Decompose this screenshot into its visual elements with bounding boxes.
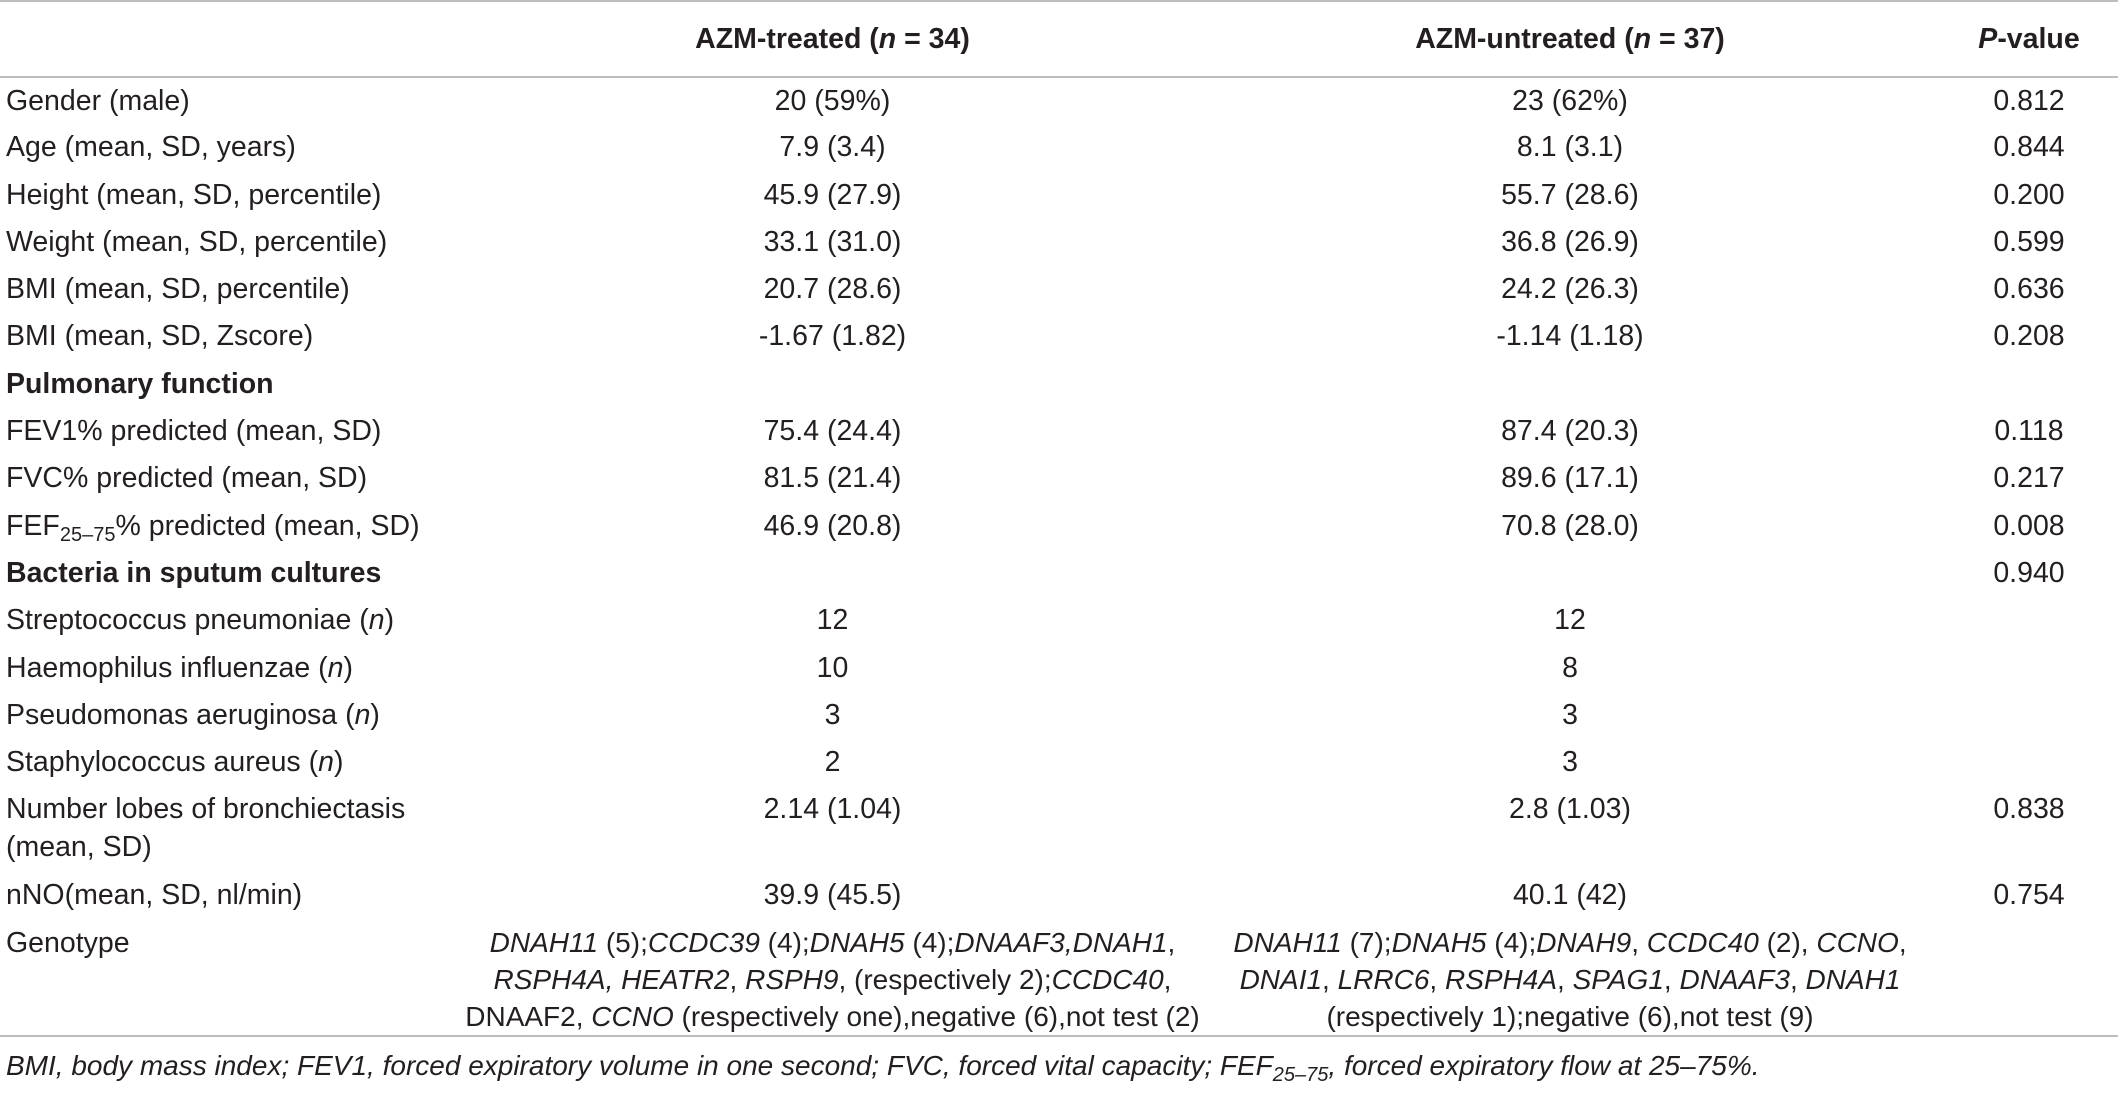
- footnote-row: BMI, body mass index; FEV1, forced expir…: [0, 1034, 2118, 1093]
- untreated-value: 23 (62%): [1512, 85, 1628, 117]
- p-value: 0.754: [1993, 879, 2065, 912]
- untreated-value: 36.8 (26.9): [1501, 225, 1639, 258]
- table-row: Gender (male) 20 (59%) 23 (62%) 0.812: [0, 77, 2118, 124]
- row-label: Age (mean, SD, years): [6, 131, 296, 164]
- treated-value: 45.9 (27.9): [763, 178, 902, 211]
- p-value: 0.217: [1993, 462, 2065, 495]
- treated-value: 20 (59%): [774, 85, 891, 117]
- table-container: AZM-treated (n = 34) AZM-untreated (n = …: [0, 1, 2118, 1093]
- table-row: Staphylococcus aureus (n) 2 3: [0, 739, 2118, 786]
- table-row: FVC% predicted (mean, SD) 81.5 (21.4) 89…: [0, 455, 2118, 502]
- treated-value: 2: [824, 746, 841, 779]
- empty-cell: [1940, 920, 2118, 1036]
- treated-value: 33.1 (31.0): [763, 225, 902, 258]
- treated-value: 39.9 (45.5): [763, 879, 902, 912]
- header-p-value: P-value: [1978, 23, 2080, 55]
- treated-value: 81.5 (21.4): [763, 462, 902, 495]
- p-value: 0.118: [1994, 415, 2064, 448]
- treated-value: 20.7 (28.6): [763, 273, 902, 306]
- untreated-value: 40.1 (42): [1512, 879, 1628, 912]
- table-row: Age (mean, SD, years) 7.9 (3.4) 8.1 (3.1…: [0, 124, 2118, 171]
- untreated-value: 89.6 (17.1): [1501, 462, 1639, 495]
- untreated-value: 24.2 (26.3): [1501, 273, 1639, 306]
- empty-cell: [1940, 597, 2118, 644]
- untreated-value: 12: [1554, 604, 1586, 637]
- p-value: 0.200: [1993, 178, 2065, 211]
- table-footnote: BMI, body mass index; FEV1, forced expir…: [0, 1034, 2118, 1093]
- table-row: FEF25–75% predicted (mean, SD) 46.9 (20.…: [0, 503, 2118, 550]
- table-row: Streptococcus pneumoniae (n) 12 12: [0, 597, 2118, 644]
- row-label: Number lobes of bronchiectasis (mean, SD): [6, 793, 406, 864]
- table-row: BMI (mean, SD, Zscore) -1.67 (1.82) -1.1…: [0, 313, 2118, 360]
- empty-cell: [1940, 361, 2118, 408]
- section-heading: Pulmonary function: [6, 367, 274, 400]
- treated-value: -1.67 (1.82): [758, 320, 907, 353]
- table-row: BMI (mean, SD, percentile) 20.7 (28.6) 2…: [0, 266, 2118, 313]
- row-label: BMI (mean, SD, percentile): [6, 273, 350, 306]
- table-row: Height (mean, SD, percentile) 45.9 (27.9…: [0, 172, 2118, 219]
- empty-cell: [1200, 550, 1940, 597]
- section-row-bacteria: Bacteria in sputum cultures 0.940: [0, 550, 2118, 597]
- untreated-genotype: DNAH11 (7);DNAH5 (4);DNAH9, CCDC40 (2), …: [1233, 926, 1907, 1032]
- treated-value: 7.9 (3.4): [779, 131, 886, 164]
- p-value: 0.636: [1993, 273, 2065, 306]
- p-value: 0.838: [1993, 793, 2065, 826]
- table-header-row: AZM-treated (n = 34) AZM-untreated (n = …: [0, 1, 2118, 77]
- untreated-value: 2.8 (1.03): [1509, 793, 1631, 826]
- p-value: 0.940: [1993, 556, 2065, 589]
- row-label: Haemophilus influenzae (n): [6, 651, 353, 684]
- empty-cell: [465, 550, 1200, 597]
- empty-cell: [1940, 739, 2118, 786]
- row-label: FEV1% predicted (mean, SD): [6, 415, 382, 448]
- untreated-value: 70.8 (28.0): [1501, 509, 1639, 542]
- p-value: 0.208: [1993, 320, 2065, 353]
- p-value: 0.812: [1993, 85, 2065, 117]
- table-row-genotype: Genotype DNAH11 (5);CCDC39 (4);DNAH5 (4)…: [0, 920, 2118, 1036]
- treated-value: 12: [816, 604, 849, 637]
- row-label: Weight (mean, SD, percentile): [6, 225, 388, 258]
- section-heading: Bacteria in sputum cultures: [6, 556, 382, 589]
- untreated-value: 3: [1562, 746, 1578, 779]
- row-label: Height (mean, SD, percentile): [6, 178, 382, 211]
- untreated-value: 55.7 (28.6): [1501, 178, 1639, 211]
- table-row: Pseudomonas aeruginosa (n) 3 3: [0, 692, 2118, 739]
- p-value: 0.599: [1993, 225, 2065, 258]
- row-label: FEF25–75% predicted (mean, SD): [6, 509, 420, 546]
- empty-cell: [1200, 361, 1940, 408]
- treated-value: 46.9 (20.8): [763, 509, 902, 542]
- section-row-pulmonary: Pulmonary function: [0, 361, 2118, 408]
- untreated-value: 3: [1562, 698, 1578, 731]
- treated-value: 2.14 (1.04): [763, 793, 902, 826]
- row-label: FVC% predicted (mean, SD): [6, 462, 368, 495]
- table-row: Weight (mean, SD, percentile) 33.1 (31.0…: [0, 219, 2118, 266]
- untreated-value: 8: [1562, 651, 1578, 684]
- characteristics-table: AZM-treated (n = 34) AZM-untreated (n = …: [0, 1, 2118, 1093]
- row-label: Staphylococcus aureus (n): [6, 746, 344, 779]
- row-label: Genotype: [6, 926, 130, 959]
- treated-genotype: DNAH11 (5);CCDC39 (4);DNAH5 (4);DNAAF3,D…: [465, 926, 1200, 1032]
- treated-value: 3: [824, 698, 841, 731]
- table-row: Number lobes of bronchiectasis (mean, SD)…: [0, 786, 2118, 872]
- row-label: Pseudomonas aeruginosa (n): [6, 698, 380, 731]
- treated-value: 75.4 (24.4): [763, 415, 902, 448]
- empty-cell: [465, 361, 1200, 408]
- p-value: 0.844: [1993, 131, 2065, 164]
- header-empty-cell: [0, 1, 465, 77]
- p-value: 0.008: [1993, 509, 2065, 542]
- empty-cell: [1940, 692, 2118, 739]
- row-label: Streptococcus pneumoniae (n): [6, 604, 395, 637]
- untreated-value: -1.14 (1.18): [1496, 320, 1644, 353]
- row-label: nNO(mean, SD, nl/min): [6, 879, 303, 912]
- row-label: Gender (male): [6, 85, 190, 117]
- treated-value: 10: [816, 651, 849, 684]
- empty-cell: [1940, 645, 2118, 692]
- untreated-value: 87.4 (20.3): [1501, 415, 1639, 448]
- header-azm-untreated: AZM-untreated (n = 37): [1415, 23, 1725, 55]
- table-row: FEV1% predicted (mean, SD) 75.4 (24.4) 8…: [0, 408, 2118, 455]
- header-azm-treated: AZM-treated (n = 34): [695, 23, 970, 55]
- untreated-value: 8.1 (3.1): [1516, 131, 1624, 164]
- table-row: nNO(mean, SD, nl/min) 39.9 (45.5) 40.1 (…: [0, 872, 2118, 919]
- table-row: Haemophilus influenzae (n) 10 8: [0, 645, 2118, 692]
- row-label: BMI (mean, SD, Zscore): [6, 320, 314, 353]
